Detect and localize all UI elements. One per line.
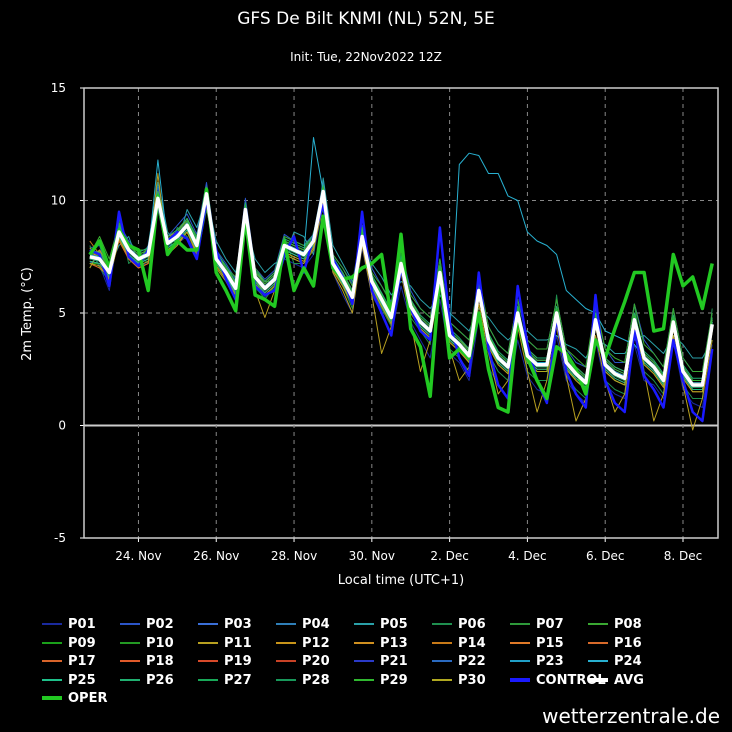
- legend-label: OPER: [68, 691, 108, 706]
- legend-swatch: [432, 623, 452, 625]
- legend-swatch: [276, 623, 296, 625]
- series-line-p07: [89, 186, 713, 381]
- legend-swatch: [120, 641, 140, 644]
- legend-label: P09: [68, 635, 96, 651]
- axes: -5 0 5 10 15 24. Nov 26. Nov 28. Nov 30. Nov 2. D…: [51, 81, 719, 563]
- y-tick-label: -5: [54, 531, 66, 545]
- chart-title: GFS De Bilt KNMI (NL) 52N, 5E: [237, 9, 495, 29]
- legend-swatch: [588, 660, 608, 662]
- y-tick-label: 0: [58, 419, 66, 433]
- series-lines: [88, 137, 714, 431]
- x-tick-label: 28. Nov: [271, 549, 317, 563]
- x-tick-label: 6. Dec: [586, 549, 624, 563]
- x-tick-label: 24. Nov: [115, 549, 161, 563]
- legend-swatch: [120, 660, 140, 662]
- legend-swatch: [510, 641, 530, 644]
- series-line-p21: [89, 186, 713, 381]
- legend-label: P29: [380, 672, 408, 688]
- y-axis-label: 2m Temp. (°C): [20, 267, 35, 361]
- chart-subtitle: Init: Tue, 22Nov2022 12Z: [290, 50, 442, 64]
- legend-label: P20: [302, 654, 330, 669]
- x-tick-label: 8. Dec: [664, 549, 702, 563]
- legend-label: P06: [458, 617, 486, 632]
- legend-label: P28: [302, 672, 330, 688]
- legend-label: P26: [146, 672, 174, 688]
- legend-swatch: [354, 660, 374, 662]
- chart-canvas: GFS De Bilt KNMI (NL) 52N, 5E Init: Tue,…: [20, 9, 719, 588]
- legend-swatch: [588, 623, 608, 625]
- series-line-p17: [89, 186, 713, 381]
- legend-swatch: [588, 641, 608, 644]
- legend-swatch: [42, 623, 62, 625]
- x-tick-label: 2. Dec: [430, 549, 468, 563]
- legend-swatch: [354, 641, 374, 644]
- x-tick-label: 4. Dec: [508, 549, 546, 563]
- grid: [84, 88, 718, 538]
- legend-label: P15: [536, 635, 564, 651]
- series-line-oper: [88, 187, 714, 414]
- legend-swatch: [198, 641, 218, 644]
- plot-frame: [83, 87, 719, 539]
- legend-label: P24: [614, 654, 642, 669]
- legend-label: P19: [224, 654, 252, 669]
- legend-swatch: [510, 623, 530, 625]
- legend-swatch: [198, 678, 218, 681]
- legend-swatch: [354, 623, 374, 625]
- y-tick-label: 15: [51, 81, 66, 95]
- series-line-p02: [89, 182, 713, 372]
- legend-label: P21: [380, 654, 408, 669]
- series-line-p13: [89, 186, 713, 381]
- legend-swatch: [120, 623, 140, 625]
- legend-swatch: [588, 677, 608, 682]
- legend-label: P23: [536, 654, 564, 669]
- legend-label: P13: [380, 635, 408, 651]
- legend-swatch: [42, 678, 62, 681]
- legend-label: P18: [146, 654, 174, 669]
- legend-swatch: [510, 660, 530, 662]
- series-line-p26: [89, 184, 713, 379]
- x-tick-label: 30. Nov: [349, 549, 395, 563]
- legend-swatch: [198, 623, 218, 625]
- legend-label: AVG: [614, 672, 644, 688]
- legend-label: P07: [536, 617, 564, 632]
- x-tick-label: 26. Nov: [193, 549, 239, 563]
- legend-swatch: [276, 678, 296, 681]
- legend-swatch: [120, 678, 140, 681]
- legend-label: P12: [302, 635, 330, 651]
- legend-label: P04: [302, 617, 330, 632]
- legend-label: P30: [458, 672, 486, 688]
- legend-label: P14: [458, 635, 486, 651]
- legend-swatch: [432, 641, 452, 644]
- y-tick-label: 5: [58, 306, 66, 320]
- legend-label: P01: [68, 617, 96, 632]
- x-axis-label: Local time (UTC+1): [338, 573, 464, 588]
- legend-swatch: [432, 678, 452, 681]
- series-line-p29: [89, 186, 713, 381]
- legend-label: P03: [224, 617, 252, 632]
- series-line-avg: [89, 189, 714, 387]
- legend-label: P27: [224, 672, 252, 688]
- legend-swatch: [198, 660, 218, 662]
- legend-label: P08: [614, 617, 642, 632]
- legend-label: P02: [146, 617, 174, 632]
- legend-label: P17: [68, 654, 96, 669]
- legend-swatch: [276, 641, 296, 644]
- watermark: wetterzentrale.de: [542, 704, 720, 728]
- legend-label: CONTROL: [536, 672, 606, 688]
- legend-swatch: [276, 660, 296, 662]
- legend-label: P05: [380, 617, 408, 632]
- y-tick-label: 10: [51, 194, 66, 208]
- legend-label: P10: [146, 635, 174, 651]
- legend-swatch: [42, 660, 62, 662]
- legend-swatch: [42, 641, 62, 644]
- legend-swatch: [354, 678, 374, 681]
- legend-swatch: [42, 696, 62, 700]
- legend-label: P22: [458, 654, 486, 669]
- legend-label: P16: [614, 635, 642, 651]
- legend-swatch: [432, 660, 452, 662]
- legend-label: P25: [68, 672, 96, 688]
- legend-label: P11: [224, 635, 252, 651]
- legend-swatch: [510, 677, 530, 682]
